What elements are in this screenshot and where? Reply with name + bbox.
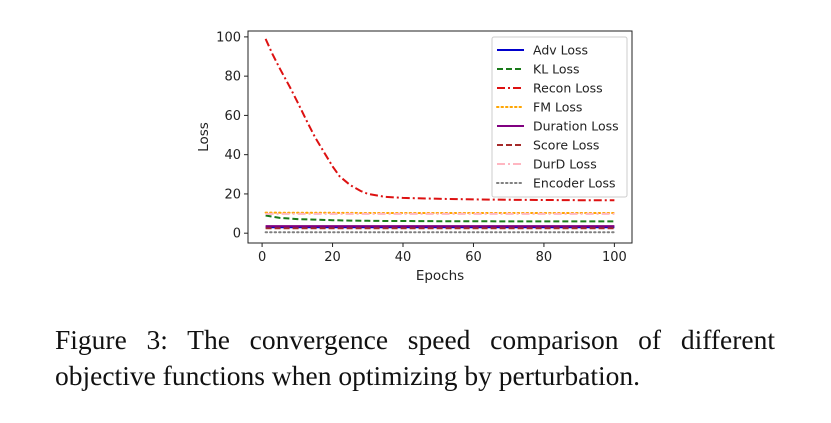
y-axis-label: Loss (196, 122, 212, 152)
legend-item: Adv Loss (497, 43, 588, 58)
chart: 0 20 40 60 80 100 0 20 40 60 80 100 Epochs Loss Ad… (196, 30, 633, 284)
legend-item: KL Loss (497, 62, 580, 77)
series-layer (264, 38, 616, 234)
legend-item: Score Loss (497, 138, 599, 153)
legend-item: Encoder Loss (496, 176, 616, 191)
x-tick-label: 40 (395, 250, 412, 265)
legend-box (491, 36, 628, 198)
x-tick-label: 0 (258, 250, 266, 265)
legend-label: KL Loss (533, 62, 580, 77)
legend-item: DurD Loss (497, 157, 597, 172)
legend-item: Duration Loss (497, 119, 619, 134)
y-tick-label: 100 (216, 30, 241, 45)
x-tick-label: 20 (324, 250, 341, 265)
series-line-recon-loss (264, 38, 615, 202)
y-tick-label: 60 (224, 109, 241, 124)
y-tick-label: 20 (224, 187, 241, 202)
legend-label: DurD Loss (533, 157, 597, 172)
legend-label: Recon Loss (533, 81, 603, 96)
legend-label: Score Loss (533, 138, 599, 153)
x-tick-label: 60 (465, 250, 482, 265)
legend-label: Encoder Loss (533, 176, 616, 191)
x-axis: 0 20 40 60 80 100 (258, 243, 627, 265)
y-tick-label: 40 (224, 148, 241, 163)
y-tick-label: 0 (233, 227, 241, 242)
plot-frame (247, 30, 633, 244)
y-tick-label: 80 (224, 70, 241, 85)
legend-label: Duration Loss (533, 119, 619, 134)
x-tick-label: 100 (602, 250, 627, 265)
legend-item: Recon Loss (497, 81, 603, 96)
x-tick-label: 80 (536, 250, 553, 265)
legend-item: FM Loss (496, 100, 582, 115)
figure-caption: Figure 3: The convergence speed comparis… (55, 324, 775, 391)
legend-label: Adv Loss (533, 43, 588, 58)
legend-label: FM Loss (533, 100, 582, 115)
y-axis: 0 20 40 60 80 100 (216, 30, 248, 242)
x-axis-label: Epochs (416, 268, 464, 284)
series-line-kl-loss (265, 214, 615, 223)
legend: Adv Loss KL Loss Recon Loss FM Loss Duration… (491, 36, 628, 198)
